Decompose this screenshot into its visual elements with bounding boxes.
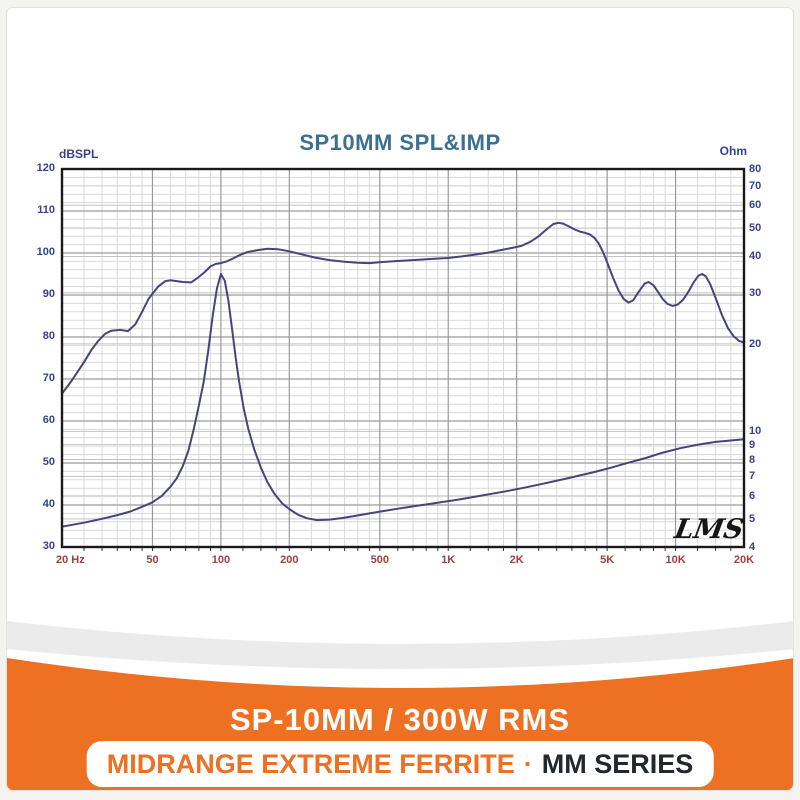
y-left-tick-70: 70 [42,372,55,384]
pill-series-label: MM SERIES [541,748,694,779]
y-right-tick-7: 7 [749,470,756,483]
y-left-tick-90: 90 [42,288,55,300]
y-right-tick-4: 4 [749,541,756,553]
spl-impedance-chart [60,167,746,551]
y-left-tick-100: 100 [36,246,55,258]
y-left-tick-40: 40 [42,498,55,510]
series-pill: MIDRANGE EXTREME FERRITE · MM SERIES [86,741,714,787]
impedance-curve [61,273,745,528]
y-right-tick-30: 30 [749,286,762,299]
y-right-tick-60: 60 [749,199,762,212]
y-left-tick-50: 50 [42,456,55,468]
y-left-tick-110: 110 [37,204,55,216]
right-axis-unit-label: Ohm [719,144,747,158]
left-axis-unit-label: dBSPL [59,147,99,161]
x-tick-100: 100 [211,554,231,566]
y-right-tick-10: 10 [749,425,762,438]
x-tick-50: 50 [146,554,159,566]
y-right-tick-50: 50 [749,222,762,235]
x-tick-500: 500 [370,554,389,566]
plot-border [60,167,746,549]
x-tick-5000: 5K [600,554,615,566]
y-right-tick-9: 9 [749,438,756,451]
y-left-tick-30: 30 [42,540,55,552]
x-tick-20000: 20K [733,554,755,566]
y-right-tick-6: 6 [749,489,756,502]
y-left-tick-60: 60 [42,414,55,426]
y-right-tick-40: 40 [749,250,762,263]
product-card: SP10MM SPL&IMP dBSPL Ohm 120 110 100 90 80 70… [6,7,794,791]
x-tick-2000: 2K [509,554,524,566]
pill-separator-dot: · [523,748,533,779]
y-right-tick-80: 80 [749,163,762,175]
x-tick-200: 200 [280,554,299,566]
gray-wave-band [7,621,793,669]
x-tick-10000: 10K [665,554,686,566]
y-right-tick-20: 20 [749,337,762,350]
product-name-banner: SP-10MM / 300W RMS [229,702,571,737]
x-tick-1000: 1K [441,554,456,566]
y-right-tick-5: 5 [749,512,756,525]
lms-watermark: LMS [672,514,747,545]
pill-category-label: MIDRANGE EXTREME FERRITE [106,748,515,779]
y-right-tick-8: 8 [749,453,756,466]
y-right-tick-70: 70 [749,179,762,192]
y-left-tick-80: 80 [42,330,55,342]
spl-curve [61,221,745,395]
y-left-tick-120: 120 [36,162,55,174]
x-tick-20: 20 Hz [56,554,85,566]
chart-title: SP10MM SPL&IMP [299,130,501,155]
